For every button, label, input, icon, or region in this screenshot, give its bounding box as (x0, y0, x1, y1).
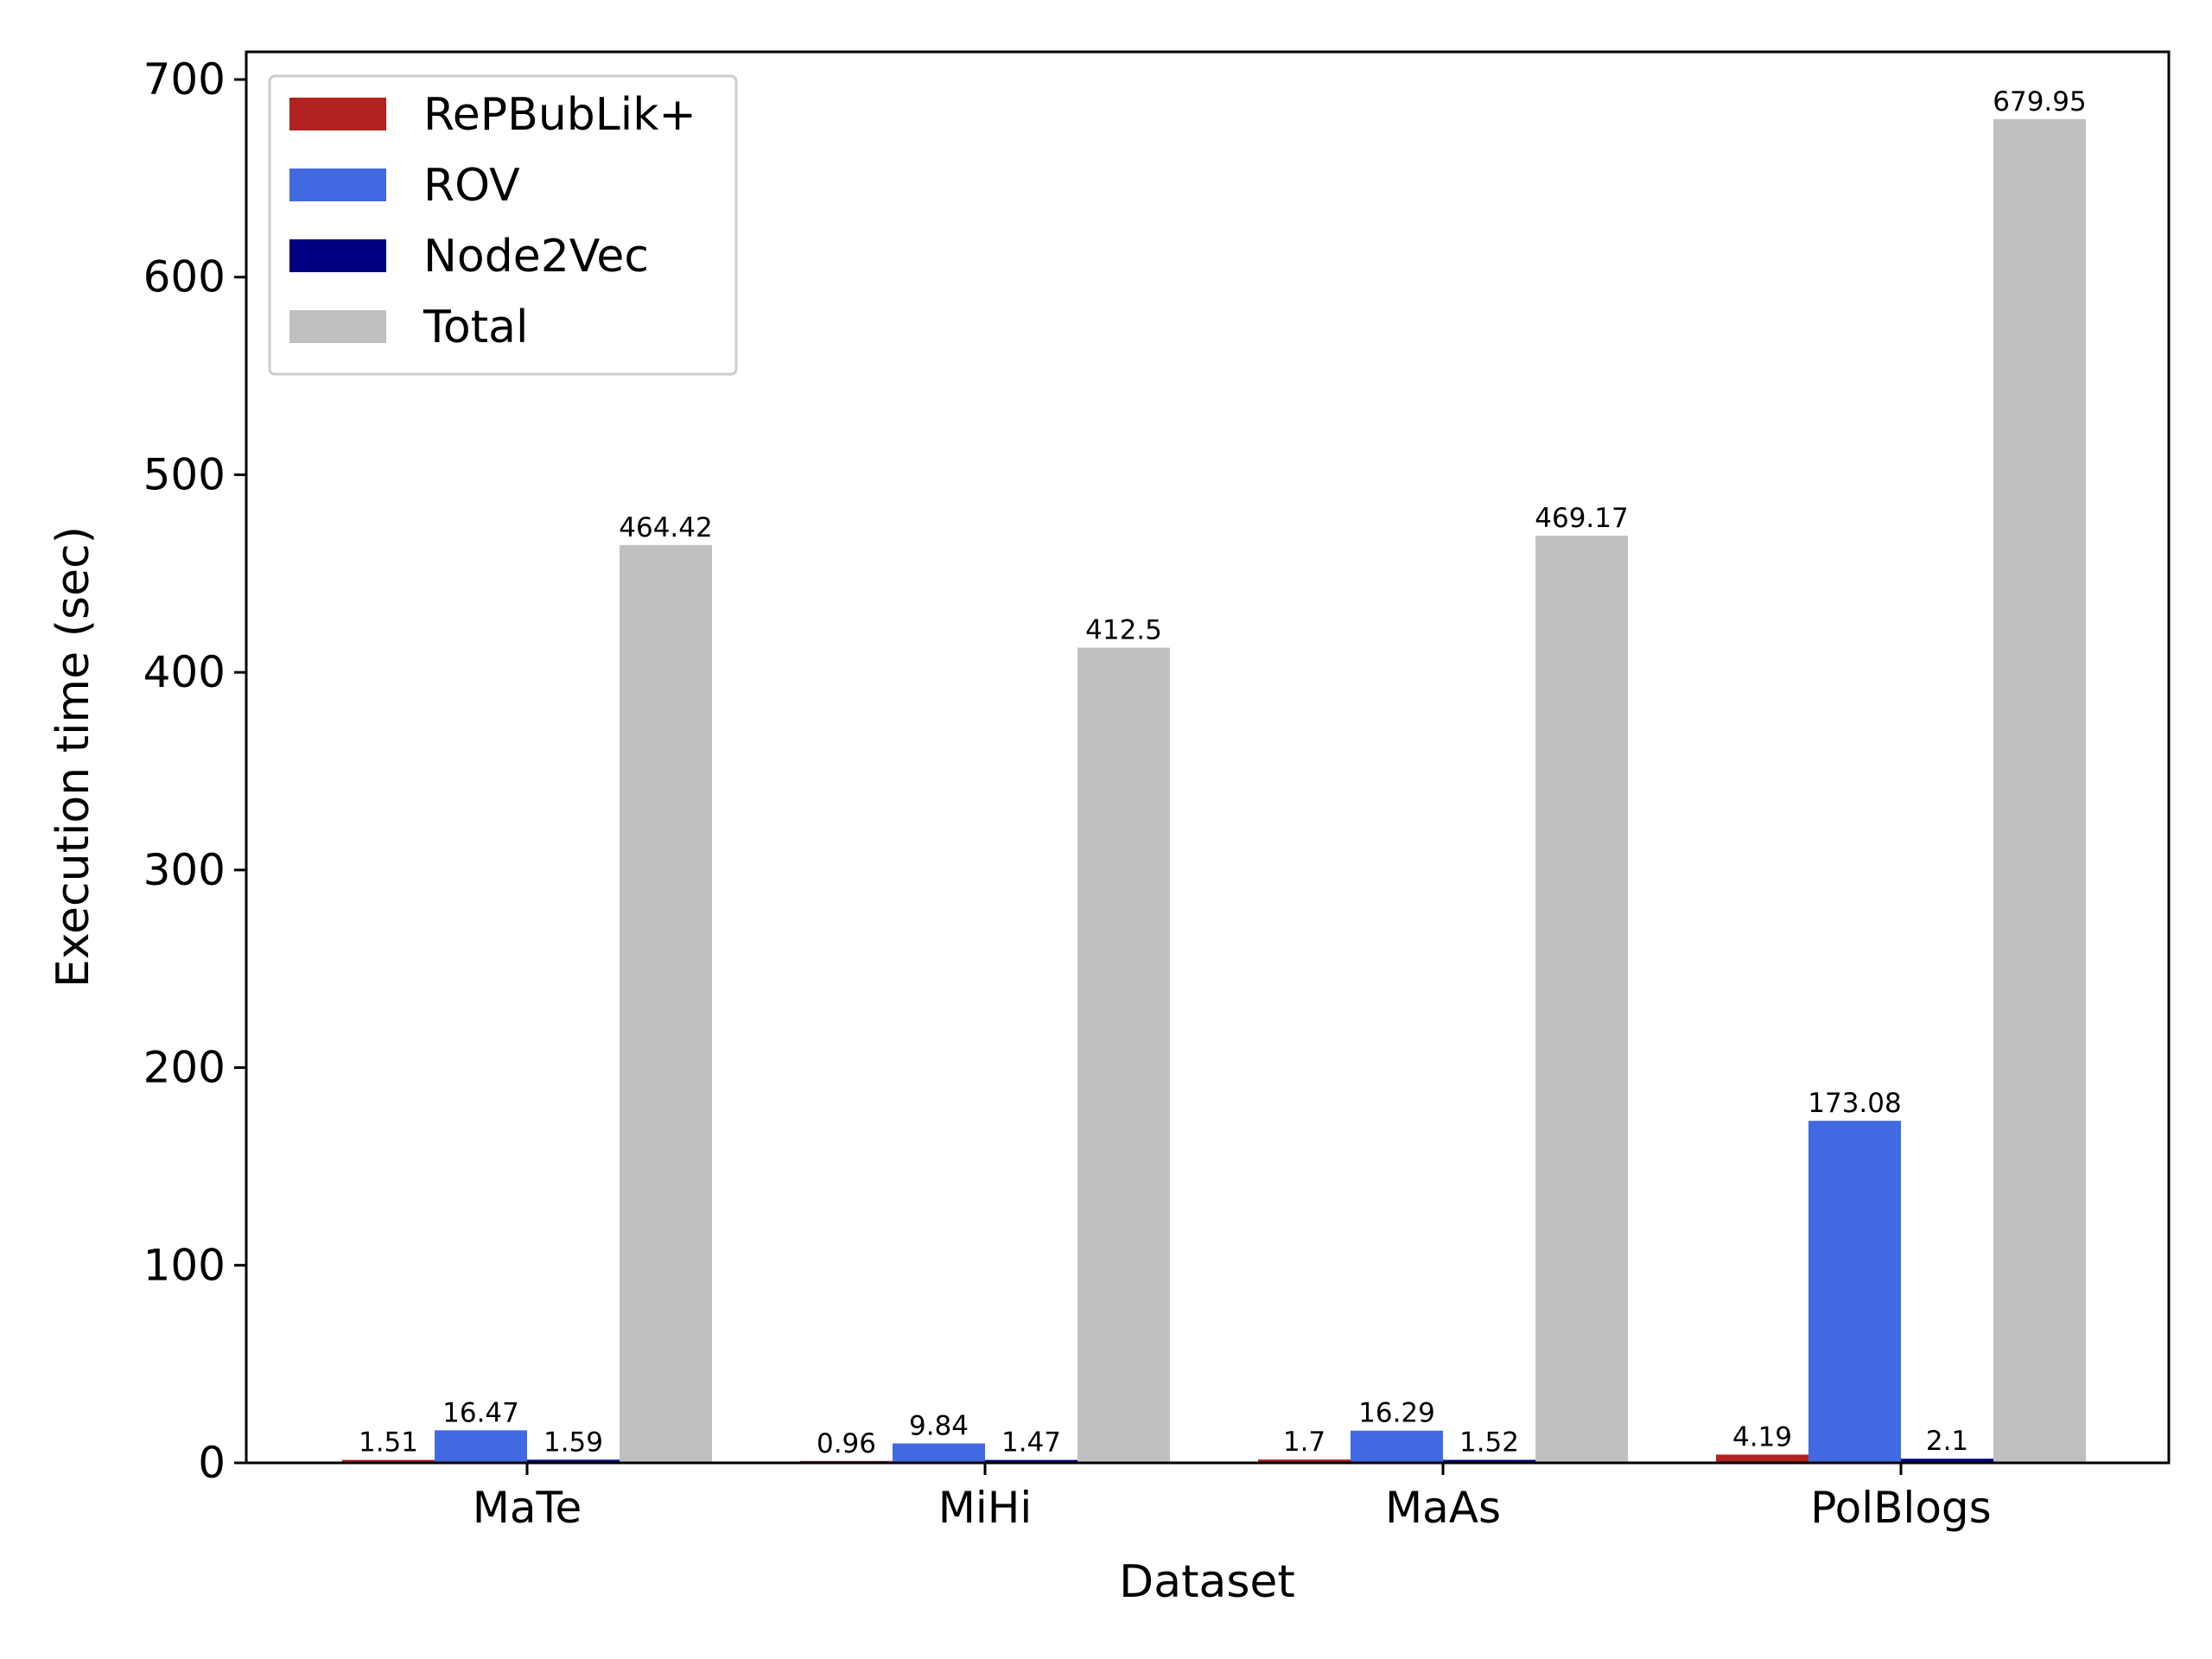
x-axis-title: Dataset (1119, 1556, 1295, 1608)
data-label-total-mate: 464.42 (619, 512, 712, 543)
y-tick-label: 300 (143, 845, 226, 895)
legend-swatch-rov (289, 168, 386, 201)
legend-label-node2vec: Node2Vec (423, 231, 649, 283)
data-label-rov-mate: 16.47 (442, 1397, 519, 1428)
y-tick-label: 100 (143, 1240, 226, 1290)
legend-label-rov: ROV (423, 160, 520, 212)
data-label-total-maas: 469.17 (1535, 503, 1628, 534)
legend-swatch-total (289, 310, 386, 343)
bar-repbublik-maas (1258, 1459, 1351, 1463)
y-axis-title: Execution time (sec) (48, 526, 99, 988)
data-label-repbublik-polblogs: 4.19 (1732, 1421, 1792, 1452)
legend-swatch-repbublik (289, 98, 386, 130)
x-axis: MaTe MiHi MaAs PolBlogs (473, 1463, 1992, 1533)
y-tick-label: 400 (143, 647, 226, 697)
y-tick-label: 600 (143, 252, 226, 302)
data-label-node2vec-mate: 1.59 (543, 1427, 603, 1458)
x-tick-label-polblogs: PolBlogs (1810, 1483, 1991, 1533)
bar-total-mate (620, 544, 712, 1463)
y-tick-label: 500 (143, 449, 226, 499)
bar-repbublik-mate (342, 1459, 435, 1463)
bar-total-polblogs (1993, 118, 2086, 1464)
legend-label-total: Total (423, 302, 528, 353)
data-label-total-polblogs: 679.95 (1993, 86, 2086, 118)
legend-swatch-node2vec (289, 239, 386, 272)
data-labels-layer: 1.51 0.96 1.7 4.19 16.47 9.84 16.29 173.08 1.59 1… (359, 86, 2087, 1459)
data-label-rov-mihi: 9.84 (909, 1410, 969, 1441)
data-label-rov-maas: 16.29 (1358, 1398, 1435, 1429)
bar-node2vec-mate (527, 1459, 620, 1463)
y-tick-label: 200 (143, 1043, 226, 1093)
bar-node2vec-mihi (985, 1459, 1077, 1463)
y-axis: 0 100 200 300 400 500 600 700 (143, 54, 246, 1488)
bar-rov-polblogs (1808, 1121, 1901, 1463)
data-label-node2vec-maas: 1.52 (1459, 1427, 1519, 1459)
bars-layer (342, 118, 2086, 1464)
legend-box (268, 74, 738, 376)
bar-repbublik-polblogs (1716, 1454, 1808, 1463)
x-tick-label-maas: MaAs (1385, 1483, 1501, 1533)
data-label-repbublik-maas: 1.7 (1283, 1427, 1325, 1458)
bar-rov-mate (435, 1430, 527, 1463)
bar-rov-maas (1351, 1430, 1443, 1463)
y-tick-label: 0 (198, 1438, 226, 1488)
legend-label-repbublik: RePBubLik+ (423, 89, 696, 141)
bar-rov-mihi (893, 1443, 985, 1463)
data-label-repbublik-mihi: 0.96 (817, 1428, 876, 1459)
legend: RePBubLik+ ROV Node2Vec Total (268, 74, 738, 376)
data-label-node2vec-mihi: 1.47 (1001, 1427, 1061, 1459)
x-tick-label-mihi: MiHi (938, 1483, 1033, 1533)
bar-node2vec-polblogs (1901, 1459, 1993, 1463)
plot-frame (245, 50, 2171, 1465)
data-label-repbublik-mate: 1.51 (359, 1427, 418, 1459)
data-label-node2vec-polblogs: 2.1 (1926, 1426, 1968, 1457)
x-tick-label-mate: MaTe (473, 1483, 582, 1533)
bar-total-maas (1535, 535, 1628, 1463)
data-label-total-mihi: 412.5 (1085, 615, 1162, 646)
y-tick-label: 700 (143, 54, 226, 105)
data-label-rov-polblogs: 173.08 (1808, 1088, 1901, 1119)
bar-total-mihi (1077, 647, 1170, 1463)
bar-node2vec-maas (1443, 1459, 1535, 1463)
